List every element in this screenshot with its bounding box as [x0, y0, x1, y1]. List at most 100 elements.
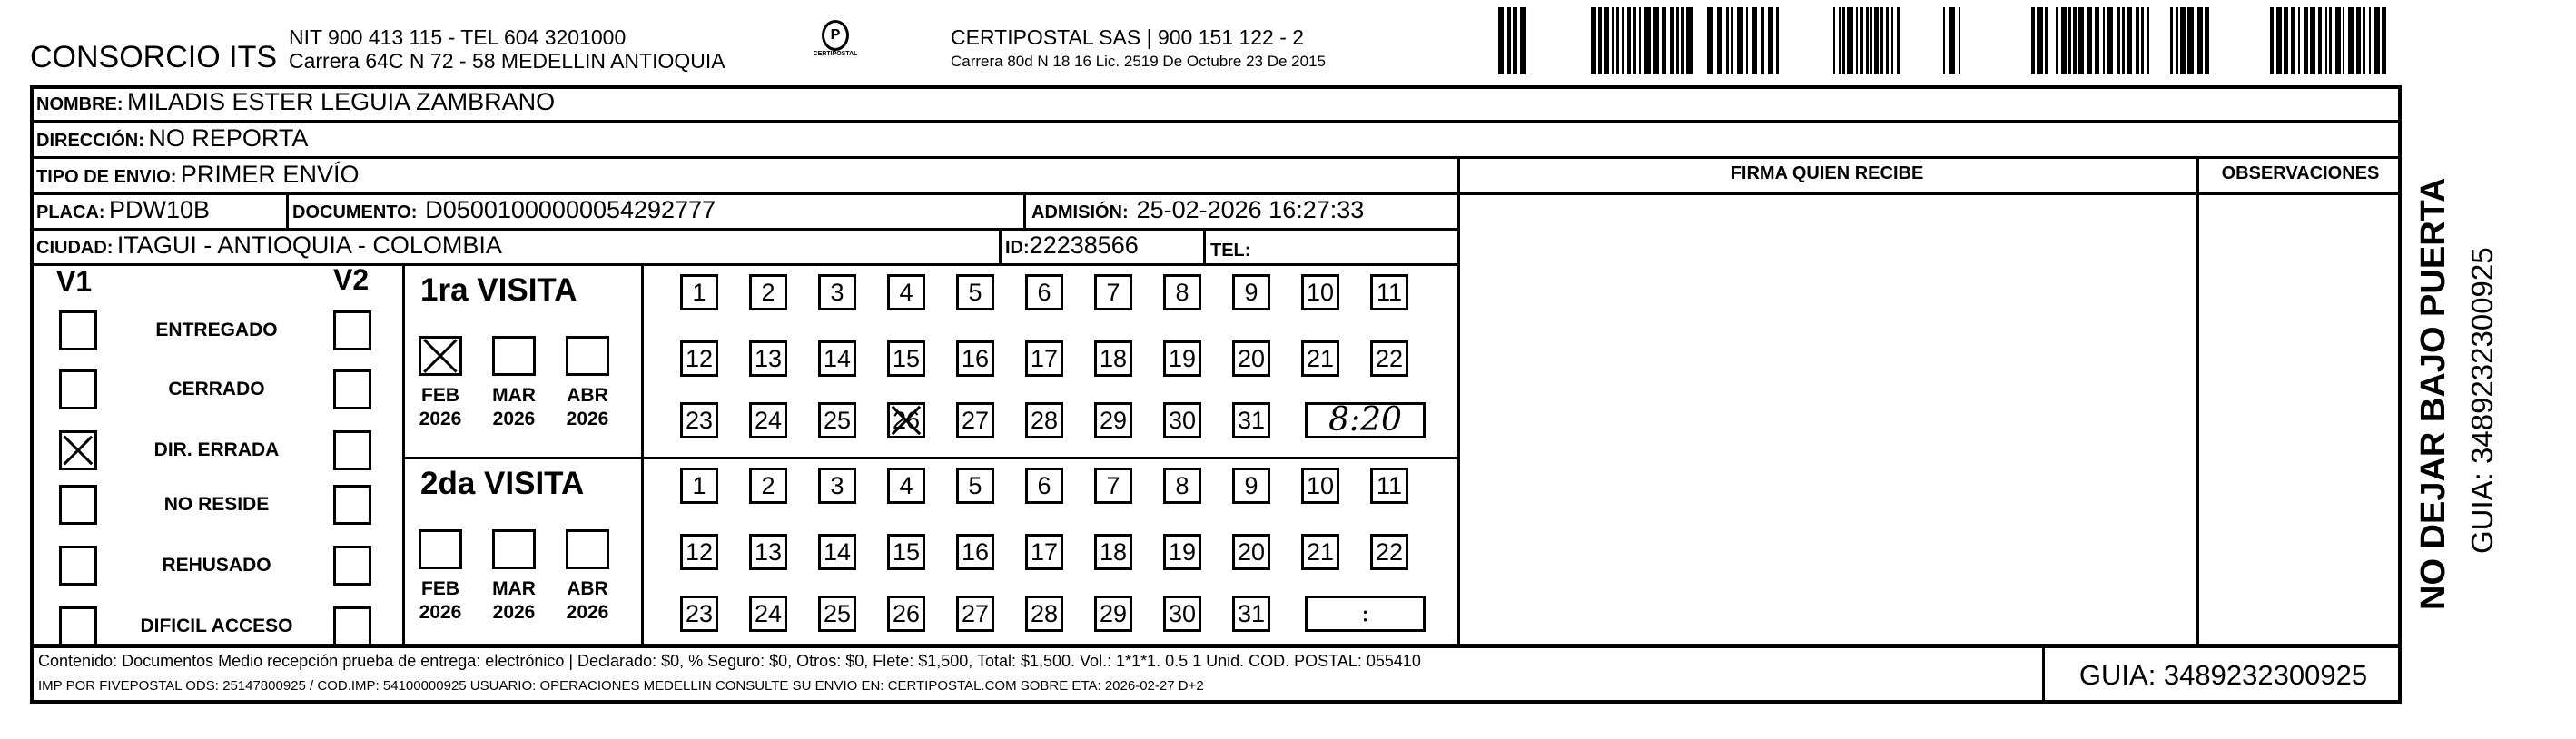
barcode-bar — [2197, 7, 2203, 74]
day-box-12[interactable]: 12 — [680, 340, 718, 377]
day-box-17[interactable]: 17 — [1025, 340, 1063, 377]
day-box-19[interactable]: 19 — [1163, 534, 1201, 570]
day-box-15[interactable]: 15 — [887, 534, 925, 570]
month-checkbox-abr[interactable] — [566, 529, 609, 569]
barcode-bar — [2068, 7, 2071, 74]
day-box-9[interactable]: 9 — [1232, 274, 1270, 310]
barcode-bar — [2127, 7, 2132, 74]
day-box-27[interactable]: 27 — [956, 596, 994, 632]
day-box-22[interactable]: 22 — [1370, 534, 1408, 570]
day-box-25[interactable]: 25 — [818, 402, 856, 438]
v2-checkbox-5[interactable] — [333, 606, 371, 646]
day-box-11[interactable]: 11 — [1370, 274, 1408, 310]
day-box-8[interactable]: 8 — [1163, 274, 1201, 310]
status-label: DIR. ERRADA — [153, 439, 280, 460]
day-box-31[interactable]: 31 — [1232, 402, 1270, 438]
barcode-bar — [2122, 7, 2125, 74]
day-box-27[interactable]: 27 — [956, 402, 994, 438]
time-box[interactable]: 8:20 — [1305, 402, 1426, 438]
barcode-bar — [1726, 7, 1729, 74]
v1-checkbox-3[interactable] — [59, 485, 97, 525]
day-box-3[interactable]: 3 — [818, 274, 856, 310]
day-box-13[interactable]: 13 — [749, 340, 787, 377]
barcode-bar — [1746, 7, 1748, 74]
day-box-16[interactable]: 16 — [956, 340, 994, 377]
day-box-5[interactable]: 5 — [956, 468, 994, 504]
day-box-29[interactable]: 29 — [1094, 596, 1132, 632]
day-box-5[interactable]: 5 — [956, 274, 994, 310]
day-box-20[interactable]: 20 — [1232, 340, 1270, 377]
barcode-bar — [1761, 7, 1764, 74]
day-box-31[interactable]: 31 — [1232, 596, 1270, 632]
day-box-6[interactable]: 6 — [1025, 468, 1063, 504]
v1-checkbox-0[interactable] — [59, 310, 97, 350]
day-box-9[interactable]: 9 — [1232, 468, 1270, 504]
day-box-28[interactable]: 28 — [1025, 402, 1063, 438]
day-box-16[interactable]: 16 — [956, 534, 994, 570]
day-box-6[interactable]: 6 — [1025, 274, 1063, 310]
v1-checkbox-2[interactable] — [59, 430, 97, 470]
v1-checkbox-1[interactable] — [59, 370, 97, 409]
observations-area[interactable] — [2199, 195, 2402, 644]
day-box-2[interactable]: 2 — [749, 468, 787, 504]
day-box-30[interactable]: 30 — [1163, 596, 1201, 632]
month-checkbox-mar[interactable] — [492, 529, 536, 569]
v2-checkbox-0[interactable] — [333, 310, 371, 350]
day-box-28[interactable]: 28 — [1025, 596, 1063, 632]
month-checkbox-feb[interactable] — [419, 529, 462, 569]
day-box-18[interactable]: 18 — [1094, 534, 1132, 570]
day-box-26[interactable]: 26 — [887, 402, 925, 438]
day-box-1[interactable]: 1 — [680, 274, 718, 310]
day-box-8[interactable]: 8 — [1163, 468, 1201, 504]
day-box-30[interactable]: 30 — [1163, 402, 1201, 438]
day-box-21[interactable]: 21 — [1301, 534, 1339, 570]
barcode — [1498, 7, 2395, 74]
day-box-25[interactable]: 25 — [818, 596, 856, 632]
day-box-4[interactable]: 4 — [887, 274, 925, 310]
day-box-19[interactable]: 19 — [1163, 340, 1201, 377]
v2-checkbox-2[interactable] — [333, 430, 371, 470]
day-box-24[interactable]: 24 — [749, 402, 787, 438]
day-box-10[interactable]: 10 — [1301, 468, 1339, 504]
day-box-23[interactable]: 23 — [680, 596, 718, 632]
day-box-2[interactable]: 2 — [749, 274, 787, 310]
day-box-18[interactable]: 18 — [1094, 340, 1132, 377]
day-box-3[interactable]: 3 — [818, 468, 856, 504]
day-box-26[interactable]: 26 — [887, 596, 925, 632]
v1-checkbox-5[interactable] — [59, 606, 97, 646]
day-box-21[interactable]: 21 — [1301, 340, 1339, 377]
day-box-14[interactable]: 14 — [818, 340, 856, 377]
day-box-29[interactable]: 29 — [1094, 402, 1132, 438]
day-box-13[interactable]: 13 — [749, 534, 787, 570]
v2-checkbox-3[interactable] — [333, 485, 371, 525]
barcode-bar — [2374, 7, 2380, 74]
signature-area[interactable] — [1460, 195, 2196, 644]
day-box-11[interactable]: 11 — [1370, 468, 1408, 504]
day-box-10[interactable]: 10 — [1301, 274, 1339, 310]
v2-checkbox-4[interactable] — [333, 546, 371, 586]
direccion-field: DIRECCIÓN: NO REPORTA — [36, 124, 309, 152]
day-box-15[interactable]: 15 — [887, 340, 925, 377]
barcode-bar — [1891, 7, 1893, 74]
barcode-bar — [2343, 7, 2344, 74]
day-box-7[interactable]: 7 — [1094, 468, 1132, 504]
v2-checkbox-1[interactable] — [333, 370, 371, 409]
day-box-1[interactable]: 1 — [680, 468, 718, 504]
day-box-23[interactable]: 23 — [680, 402, 718, 438]
day-box-24[interactable]: 24 — [749, 596, 787, 632]
month-checkbox-feb[interactable] — [419, 336, 462, 376]
month-checkbox-mar[interactable] — [492, 336, 536, 376]
day-box-7[interactable]: 7 — [1094, 274, 1132, 310]
day-box-4[interactable]: 4 — [887, 468, 925, 504]
day-box-14[interactable]: 14 — [818, 534, 856, 570]
month-checkbox-abr[interactable] — [566, 336, 609, 376]
day-box-17[interactable]: 17 — [1025, 534, 1063, 570]
v1-checkbox-4[interactable] — [59, 546, 97, 586]
id-field: ID:22238566 — [1005, 232, 1139, 259]
day-box-22[interactable]: 22 — [1370, 340, 1408, 377]
barcode-bar — [2170, 7, 2173, 74]
day-box-12[interactable]: 12 — [680, 534, 718, 570]
day-box-20[interactable]: 20 — [1232, 534, 1270, 570]
time-box[interactable]: : — [1305, 596, 1426, 632]
barcode-bar — [2037, 7, 2043, 74]
